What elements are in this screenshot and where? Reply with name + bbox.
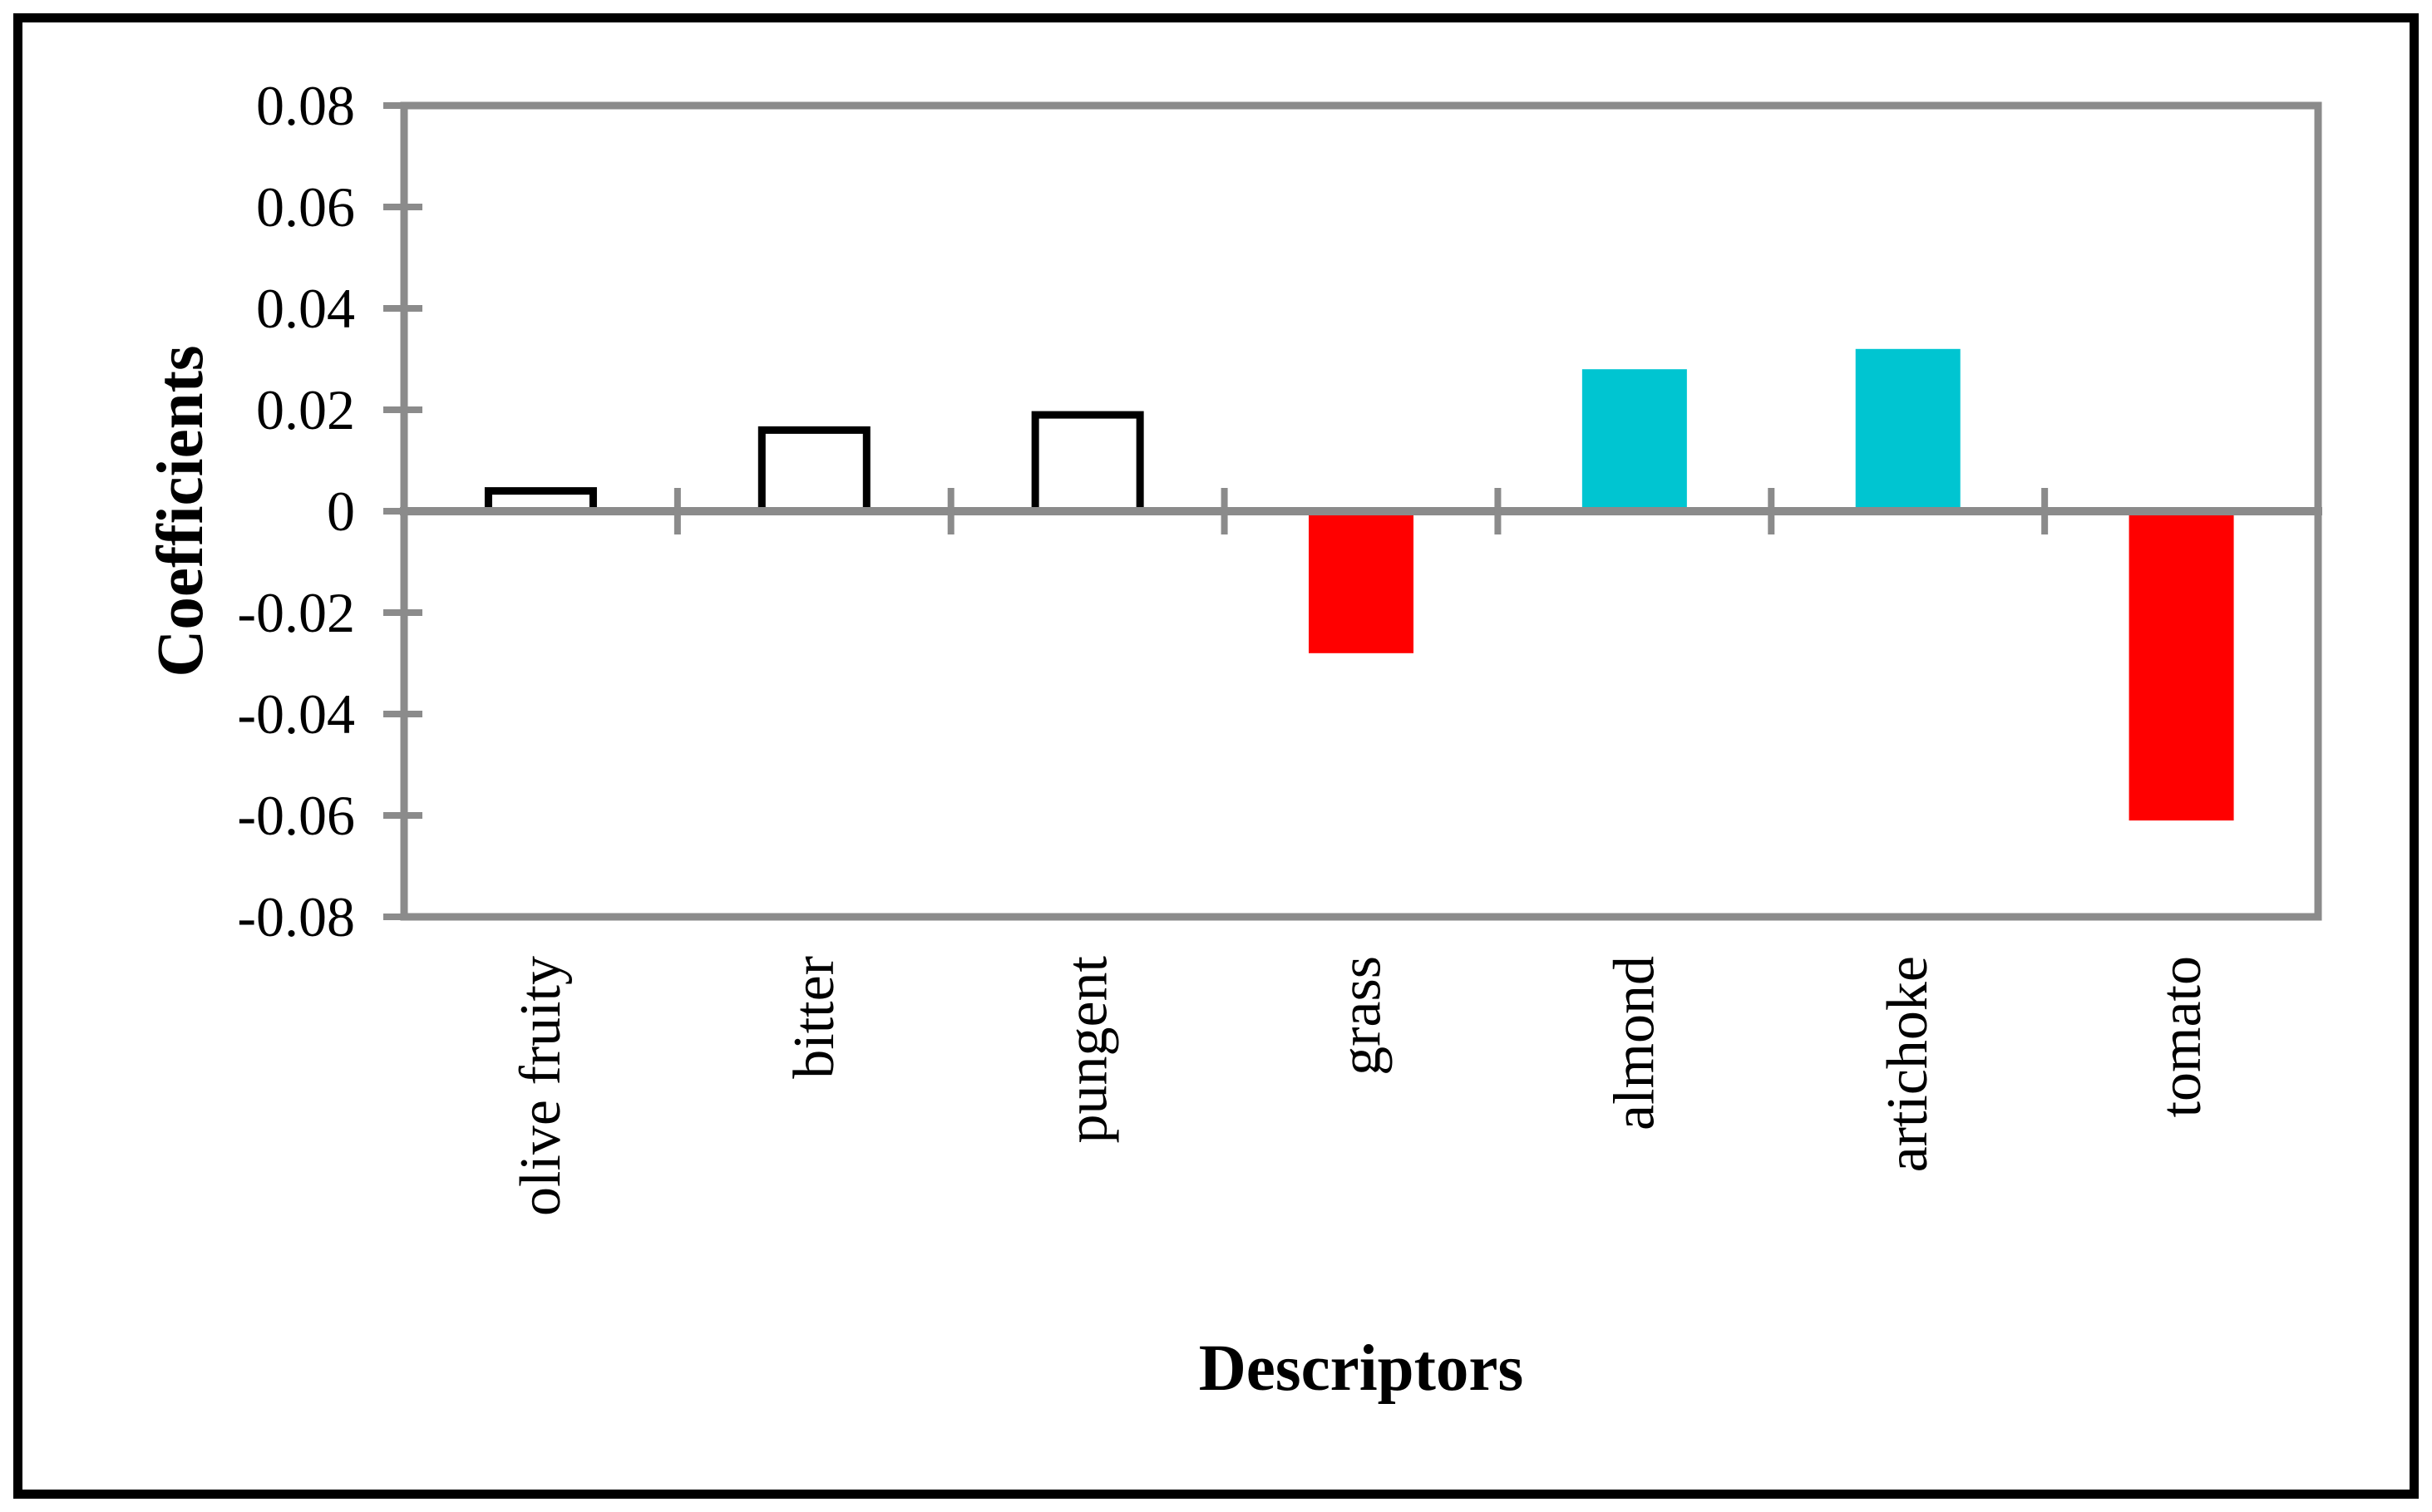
y-tick-label-0.02: 0.02 (256, 378, 355, 441)
category-label-almond: almond (1602, 956, 1666, 1130)
category-label-bitter: bitter (782, 956, 846, 1079)
y-tick-label-0.08: 0.08 (256, 74, 355, 137)
bar-tomato (2129, 511, 2234, 821)
y-tick-label--0.08: -0.08 (237, 885, 355, 948)
bars-layer (484, 348, 2234, 821)
bar-almond (1581, 369, 1687, 511)
y-tick-label-0: 0 (327, 480, 355, 543)
y-tick-label--0.04: -0.04 (237, 682, 355, 746)
category-label-artichoke: artichoke (1876, 956, 1940, 1172)
axes-layer (383, 101, 2322, 921)
category-label-olive-fruity: olive fruity (509, 956, 573, 1216)
category-label-tomato: tomato (2149, 956, 2213, 1117)
bar-pungent (1031, 411, 1144, 515)
bar-artichoke (1855, 348, 1961, 511)
x-axis-title: Descriptors (1199, 1332, 1524, 1405)
y-tick-label-0.06: 0.06 (256, 175, 355, 239)
category-label-pungent: pungent (1056, 955, 1120, 1143)
labels-layer: 0.08 0.06 0.04 0.02 0 -0.02 -0.04 -0.06 -0.08 oli… (237, 74, 2213, 1216)
y-tick-label--0.02: -0.02 (237, 581, 355, 644)
y-tick-label-0.04: 0.04 (256, 277, 355, 340)
y-tick-label--0.06: -0.06 (237, 784, 355, 847)
bar-bitter (757, 426, 871, 515)
bar-grass (1309, 511, 1413, 653)
category-label-grass: grass (1329, 956, 1394, 1076)
y-axis-title: Coefficients (145, 345, 217, 677)
